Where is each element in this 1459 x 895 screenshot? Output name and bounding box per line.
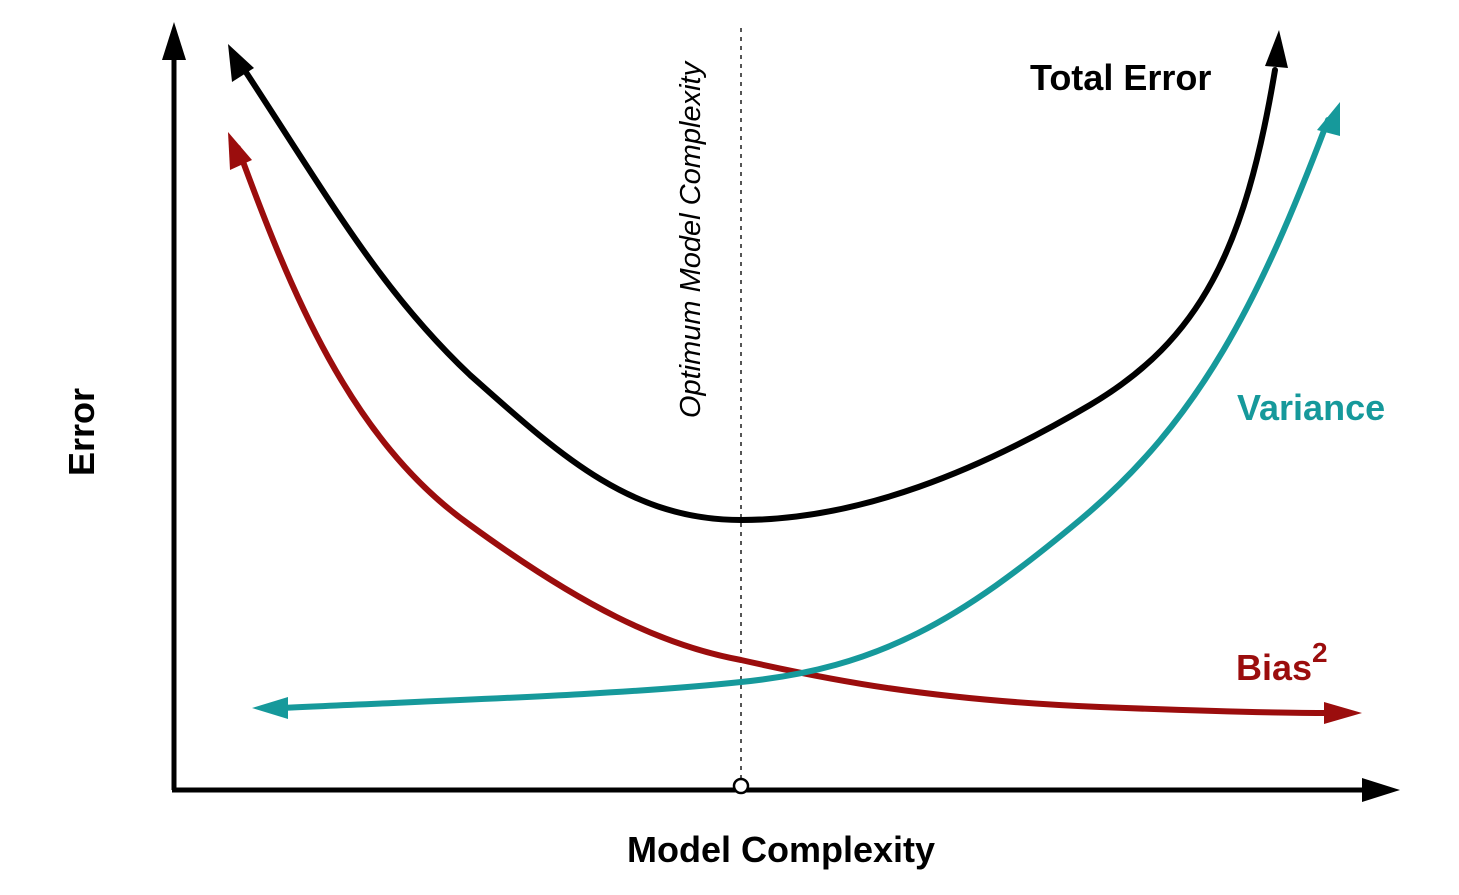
x-axis-label: Model Complexity [627, 829, 935, 870]
optimum-point [732, 777, 750, 795]
y-axis-arrowhead [162, 22, 186, 60]
total-error-label: Total Error [1030, 57, 1211, 98]
x-axis-arrowhead [1362, 778, 1400, 802]
variance-arrowhead-left [252, 697, 288, 719]
total-error-arrowhead-right [1265, 30, 1288, 68]
total-error-curve [235, 57, 1278, 524]
bias-arrowhead-left [228, 132, 252, 170]
bias-label: Bias2 [1236, 637, 1328, 688]
y-axis-label: Error [61, 388, 102, 476]
optimum-label: Optimum Model Complexity [675, 60, 707, 418]
bias-label-text: Bias [1236, 647, 1312, 688]
variance-label: Variance [1237, 387, 1385, 428]
variance-arrowhead-right [1317, 102, 1340, 136]
bias-label-superscript: 2 [1312, 637, 1328, 668]
bias-curve [235, 145, 1333, 716]
variance-curve [277, 117, 1331, 711]
bias-arrowhead-right [1324, 702, 1362, 724]
total-error-arrowhead-left [228, 44, 254, 82]
